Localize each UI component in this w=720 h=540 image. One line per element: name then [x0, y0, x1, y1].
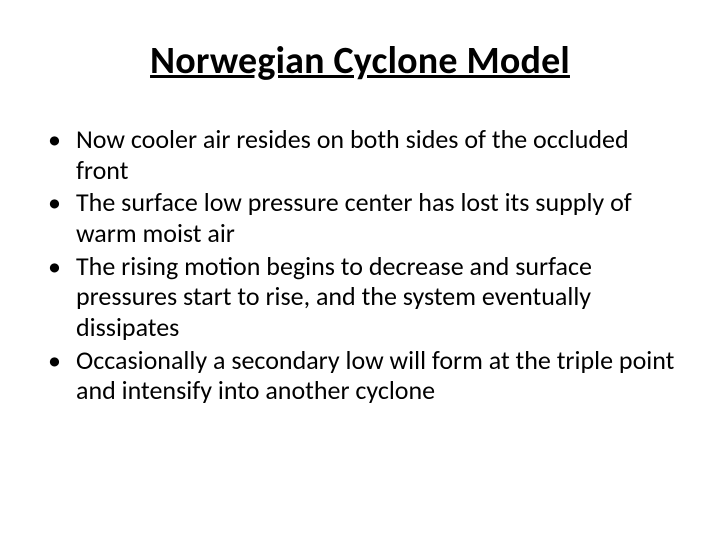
list-item: Occasionally a secondary low will form a…: [46, 345, 682, 406]
bullet-list: Now cooler air resides on both sides of …: [38, 124, 682, 406]
list-item: The rising motion begins to decrease and…: [46, 251, 682, 343]
slide-title: Norwegian Cyclone Model: [38, 38, 682, 84]
list-item: The surface low pressure center has lost…: [46, 187, 682, 248]
list-item: Now cooler air resides on both sides of …: [46, 124, 682, 185]
